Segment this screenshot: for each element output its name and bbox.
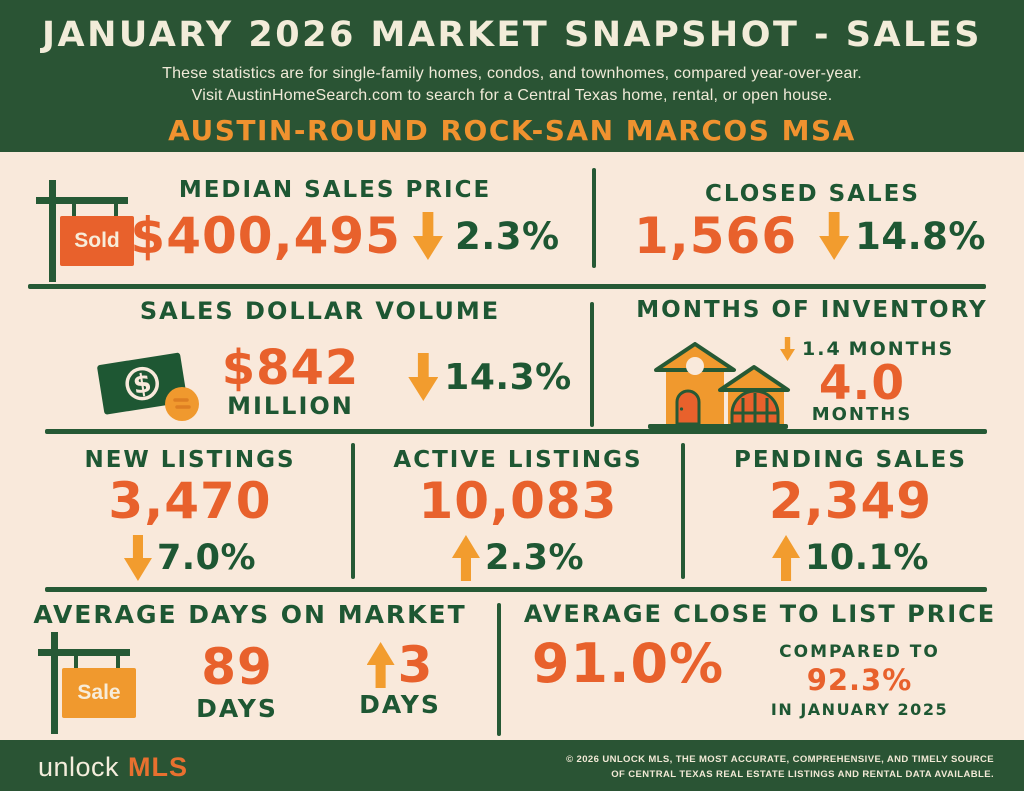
unlock-mls-logo: unlock MLS xyxy=(38,752,188,783)
house-icon xyxy=(648,342,790,429)
copyright-text: © 2026 UNLOCK MLS, THE MOST ACCURATE, CO… xyxy=(566,753,994,782)
dollar-symbol: $ xyxy=(131,368,154,400)
down-arrow-icon xyxy=(780,337,795,361)
sign-hanger xyxy=(116,656,120,669)
months-of-inventory-unit: MONTHS xyxy=(811,404,913,425)
active-listings-value: 10,083 xyxy=(418,472,618,530)
up-arrow-icon xyxy=(772,535,801,581)
pending-sales-label: PENDING SALES xyxy=(734,447,967,473)
logo-unlock-text: unlock xyxy=(38,752,120,782)
active-listings-change: 2.3% xyxy=(484,538,585,578)
median-sales-price-change: 2.3% xyxy=(454,214,560,258)
divider xyxy=(45,429,987,434)
avg-days-on-market-change-row: 3 xyxy=(335,636,465,694)
region-title: AUSTIN-ROUND ROCK-SAN MARCOS MSA xyxy=(168,114,856,147)
closed-sales-value-row: 1,566 14.8% xyxy=(605,205,1015,267)
avg-close-to-list-value: 91.0% xyxy=(531,632,725,695)
closed-sales-change: 14.8% xyxy=(855,214,987,258)
down-arrow-icon xyxy=(412,212,443,260)
closed-sales-label: CLOSED SALES xyxy=(705,181,920,207)
avg-days-on-market-value-unit: DAYS xyxy=(196,694,278,723)
comparison-value: 92.3% xyxy=(806,663,913,697)
divider xyxy=(497,603,501,736)
subtitle-line-1: These statistics are for single-family h… xyxy=(162,65,862,82)
sign-bar xyxy=(38,649,130,656)
avg-days-on-market-change-unit: DAYS xyxy=(359,690,441,719)
down-arrow-icon xyxy=(123,535,152,581)
avg-days-on-market-label: AVERAGE DAYS ON MARKET xyxy=(33,600,467,629)
months-of-inventory-label: MONTHS OF INVENTORY xyxy=(636,297,988,323)
header: JANUARY 2026 MARKET SNAPSHOT - SALES The… xyxy=(0,0,1024,152)
down-arrow-icon xyxy=(408,353,439,401)
months-of-inventory-change-amount: 1.4 xyxy=(802,338,842,360)
avg-days-on-market-change: 3 xyxy=(397,636,434,694)
sold-sign-board: Sold xyxy=(60,216,134,266)
copyright-line-1: © 2026 UNLOCK MLS, THE MOST ACCURATE, CO… xyxy=(566,754,994,765)
months-of-inventory-change-unit: MONTHS xyxy=(848,338,955,360)
sale-sign-icon: Sale xyxy=(36,630,148,740)
subtitle-line-2: Visit AustinHomeSearch.com to search for… xyxy=(191,87,833,104)
sign-hanger xyxy=(114,204,118,217)
page-title: JANUARY 2026 MARKET SNAPSHOT - SALES xyxy=(42,15,982,55)
sign-post xyxy=(49,180,56,282)
comparison-period: IN JANUARY 2025 xyxy=(770,700,949,719)
sales-dollar-volume-value: $842 xyxy=(221,340,360,396)
up-arrow-icon xyxy=(451,535,480,581)
divider xyxy=(351,443,355,579)
median-sales-price-label: MEDIAN SALES PRICE xyxy=(178,177,492,203)
new-listings-value: 3,470 xyxy=(108,472,272,530)
sales-dollar-volume-change: 14.3% xyxy=(444,356,572,398)
closed-sales-value: 1,566 xyxy=(633,207,798,265)
coin-icon xyxy=(165,387,199,421)
new-listings-change: 7.0% xyxy=(156,538,257,578)
avg-close-to-list-label: AVERAGE CLOSE TO LIST PRICE xyxy=(523,600,997,628)
divider xyxy=(28,284,986,289)
down-arrow-icon xyxy=(819,212,850,260)
avg-days-on-market-value: 89 xyxy=(201,638,273,696)
active-listings-label: ACTIVE LISTINGS xyxy=(393,447,643,473)
median-sales-price-value: $400,495 xyxy=(130,207,401,265)
pending-sales-change-row: 10.1% xyxy=(693,531,1008,585)
sales-dollar-volume-change-row: 14.3% xyxy=(390,349,590,405)
copyright-line-2: OF CENTRAL TEXAS REAL ESTATE LISTINGS AN… xyxy=(611,768,994,780)
avg-days-on-market-change-block: 3 DAYS xyxy=(335,636,465,719)
pending-sales-value: 2,349 xyxy=(768,472,933,530)
sales-dollar-volume-label: SALES DOLLAR VOLUME xyxy=(139,297,501,325)
avg-days-on-market-value-block: 89 DAYS xyxy=(162,638,312,723)
months-of-inventory-value: 4.0 xyxy=(818,356,906,411)
sign-post xyxy=(51,632,58,734)
divider xyxy=(592,168,596,268)
comparison-intro: COMPARED TO xyxy=(779,642,940,662)
up-arrow-icon xyxy=(366,642,395,688)
sales-dollar-volume-unit: MILLION xyxy=(227,392,354,420)
new-listings-label: NEW LISTINGS xyxy=(84,447,296,473)
sign-hanger xyxy=(74,656,78,669)
months-of-inventory-change-row: 1.4 MONTHS xyxy=(780,337,954,361)
footer xyxy=(0,740,1024,791)
new-listings-change-row: 7.0% xyxy=(35,531,345,585)
pending-sales-change: 10.1% xyxy=(805,538,929,578)
logo-mls-text: MLS xyxy=(128,752,189,782)
sign-bar xyxy=(36,197,128,204)
divider xyxy=(681,443,685,579)
sold-sign-icon: Sold xyxy=(34,178,138,282)
divider xyxy=(590,302,594,427)
median-sales-price-value-row: $400,495 2.3% xyxy=(110,205,580,267)
money-bill-icon: $ xyxy=(97,352,199,421)
sign-hanger xyxy=(72,204,76,217)
sales-dollar-volume-value-block: $842 MILLION xyxy=(203,340,378,420)
avg-close-to-list-comparison: COMPARED TO 92.3% IN JANUARY 2025 xyxy=(752,642,967,719)
divider xyxy=(45,587,987,592)
sale-sign-board: Sale xyxy=(62,668,136,718)
active-listings-change-row: 2.3% xyxy=(362,531,674,585)
